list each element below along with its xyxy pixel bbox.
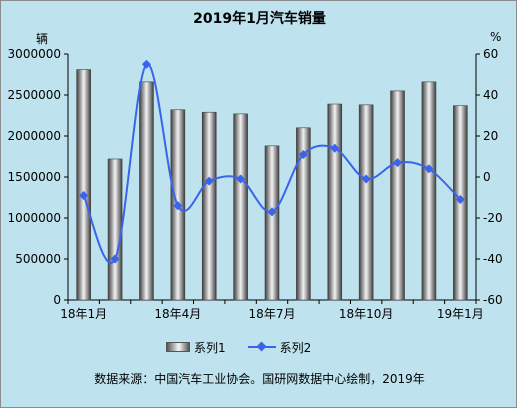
bar <box>201 111 217 301</box>
bar <box>327 103 343 301</box>
bar <box>107 158 123 301</box>
right-tick-label: -40 <box>483 252 503 266</box>
series2-point <box>393 158 403 168</box>
right-tick-label: -60 <box>483 293 503 307</box>
series2-point <box>361 174 371 184</box>
right-tick-label: 40 <box>483 88 498 102</box>
x-tick-label: 18年7月 <box>249 307 296 321</box>
bar <box>390 90 405 301</box>
left-tick-label: 1000000 <box>8 211 61 225</box>
bar <box>233 113 248 301</box>
legend-label-series1: 系列1 <box>194 340 226 355</box>
series2-point <box>141 59 151 69</box>
series2-point <box>455 195 465 205</box>
bar <box>421 81 437 301</box>
series2-point <box>173 201 183 211</box>
series2-point <box>110 254 120 264</box>
source-note: 数据来源：中国汽车工业协会。国研网数据中心绘制，2019年 <box>94 372 425 386</box>
left-tick-label: 0 <box>53 293 61 307</box>
series2-point <box>204 176 214 186</box>
x-tick-label: 18年10月 <box>339 307 394 321</box>
legend-item-series1: 系列1 <box>166 339 226 356</box>
legend-swatch-bar <box>166 342 190 352</box>
chart-legend: 系列1 系列2 <box>166 338 333 356</box>
left-tick-label: 2500000 <box>8 88 61 102</box>
series2-line <box>82 63 462 264</box>
right-tick-label: 0 <box>483 170 491 184</box>
legend-label-series2: 系列2 <box>279 340 312 355</box>
x-tick-label: 18年1月 <box>60 307 107 321</box>
series2-point <box>267 207 277 217</box>
bar <box>76 69 91 301</box>
series2-point <box>79 190 89 200</box>
series2-point <box>298 149 308 159</box>
x-tick-label: 18年4月 <box>154 307 201 321</box>
left-tick-label: 500000 <box>15 252 61 266</box>
bar <box>358 104 374 301</box>
x-tick-label: 19年1月 <box>437 307 484 321</box>
left-tick-label: 2000000 <box>8 129 61 143</box>
bar <box>264 145 280 301</box>
right-tick-label: -20 <box>483 211 503 225</box>
right-tick-label: 60 <box>483 47 498 61</box>
legend-swatch-line <box>247 342 276 352</box>
left-tick-label: 3000000 <box>8 47 61 61</box>
right-tick-label: 20 <box>483 129 498 143</box>
right-axis-unit: % <box>490 30 502 44</box>
bar <box>296 127 311 301</box>
series2-point <box>424 164 434 174</box>
left-axis-unit: 辆 <box>36 32 49 46</box>
series2-point <box>236 174 246 184</box>
legend-item-series2: 系列2 <box>247 339 312 356</box>
series2-point <box>330 143 340 153</box>
bar <box>139 81 154 301</box>
chart-title: 2019年1月汽车销量 <box>193 11 326 27</box>
left-tick-label: 1500000 <box>8 170 61 184</box>
